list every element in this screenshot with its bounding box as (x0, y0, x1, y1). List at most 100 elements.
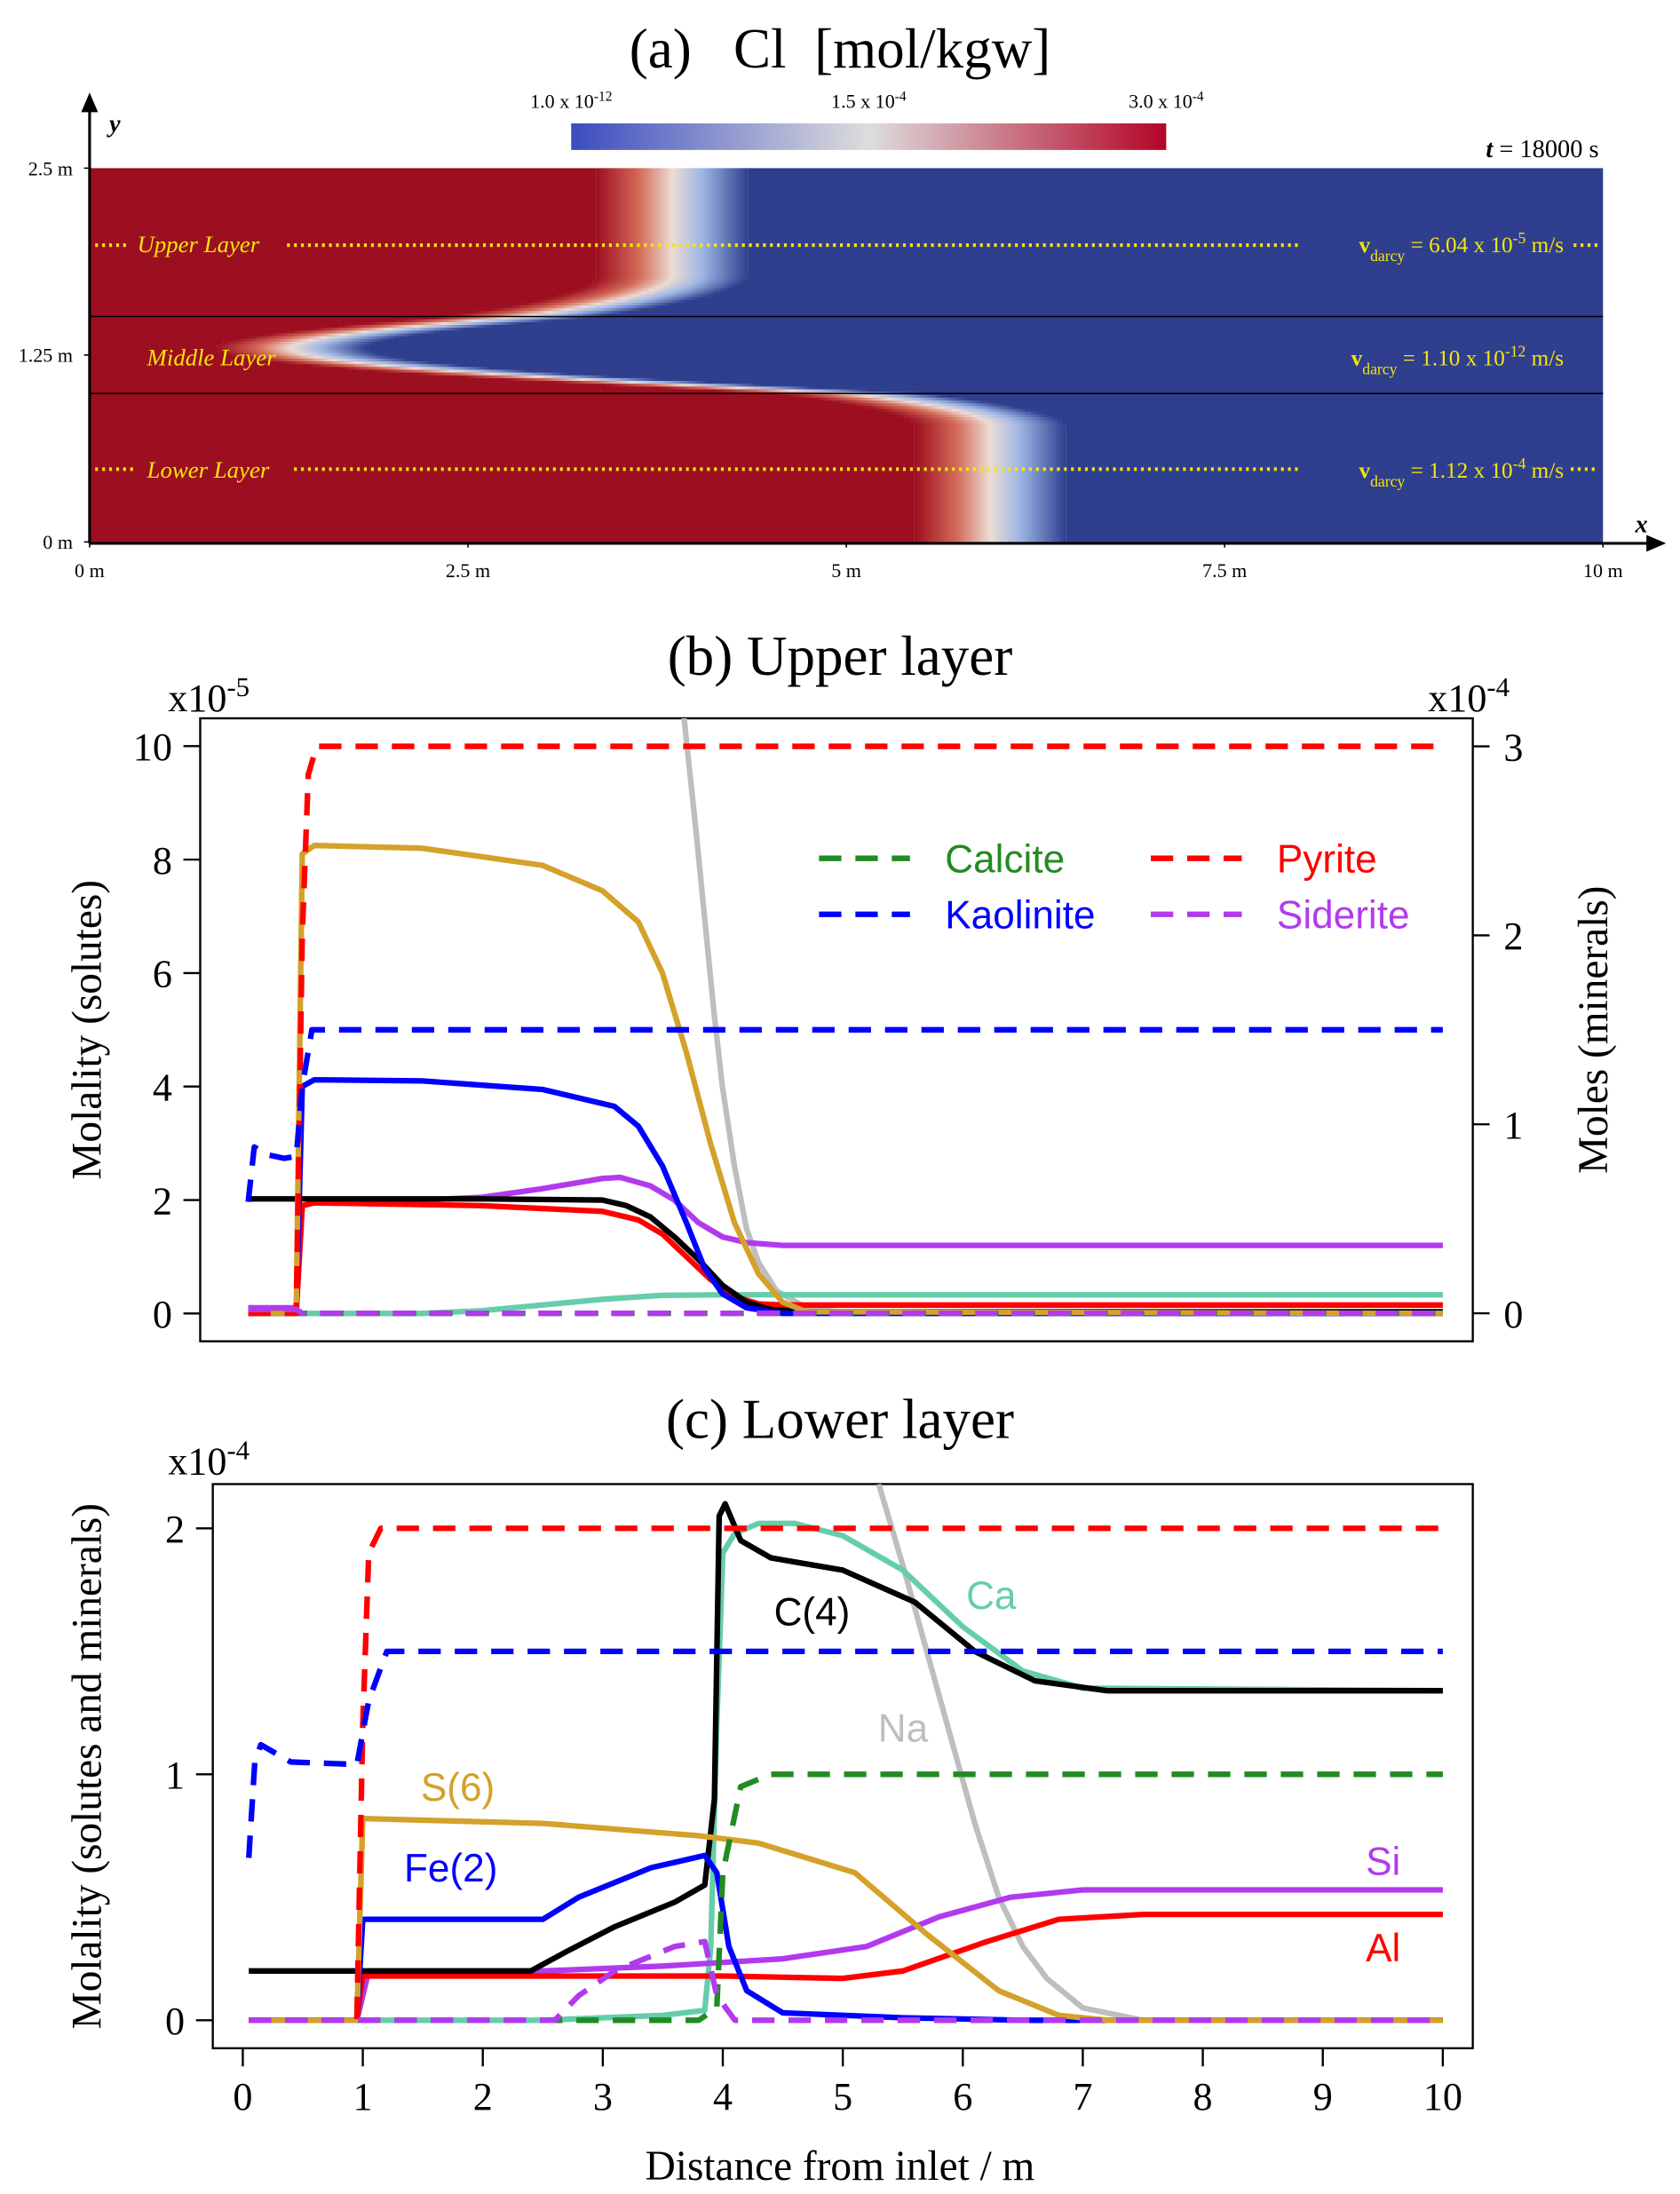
x-tick-label: 5 (833, 2075, 852, 2119)
heat-cell (89, 487, 915, 491)
heat-cell (89, 397, 815, 401)
heat-cell (914, 464, 1066, 469)
y-multiplier-part: x10 (168, 677, 226, 720)
heat-cell (1066, 470, 1604, 474)
heat-cell (1061, 420, 1604, 424)
heat-cell (743, 280, 1604, 284)
heat-cell (439, 330, 1604, 334)
heat-cell (89, 375, 461, 379)
series-label: S(6) (421, 1766, 495, 1810)
y2-tick-label: 2 (1503, 915, 1523, 958)
heat-cell (748, 185, 1604, 188)
heat-cell (89, 238, 597, 242)
heat-cell (368, 345, 1604, 348)
mineral-line (245, 1026, 1443, 1202)
velocity-label-part: -5 (1513, 229, 1526, 247)
heat-cell (519, 321, 1604, 326)
heat-cell (748, 215, 1604, 219)
heat-cell (596, 182, 749, 186)
heat-cell (89, 501, 915, 505)
colorbar-tick-label-part: -4 (1193, 89, 1204, 104)
heat-cell (748, 243, 1604, 248)
heat-cell (1066, 454, 1604, 457)
heat-cell (596, 226, 749, 231)
y-multiplier-part: x10 (168, 1439, 226, 1483)
heat-cell (588, 282, 741, 287)
heat-cell (1065, 423, 1604, 426)
heat-cell (914, 459, 1066, 463)
heat-cell (740, 282, 1604, 287)
heat-cell (910, 420, 1062, 424)
heat-cell (89, 178, 597, 183)
heat-cell (89, 384, 608, 387)
heat-cell (89, 260, 597, 265)
heat-cell (914, 442, 1066, 447)
heat-cell (878, 408, 1030, 413)
heat-cell (748, 178, 1604, 183)
heat-cell (914, 476, 1066, 479)
heat-cell (914, 437, 1066, 440)
heat-cell (748, 221, 1604, 225)
colorbar-tick-label-part: 1.5 x 10 (831, 91, 895, 113)
heat-cell (945, 394, 1604, 399)
layer-label: Upper Layer (138, 231, 260, 257)
solute-line (876, 1484, 1443, 2024)
heat-cell (89, 347, 216, 351)
heat-cell (89, 218, 597, 222)
x-tick-label: 2.5 m (446, 559, 490, 582)
y-tick-label: 6 (153, 953, 172, 996)
heat-cell (233, 338, 385, 343)
heat-cell (748, 195, 1604, 200)
heat-cell (548, 297, 700, 301)
heat-cell (748, 235, 1604, 239)
heat-cell (417, 333, 1604, 337)
heat-cell (914, 479, 1066, 483)
heat-cell (89, 288, 576, 292)
heat-cell (89, 202, 597, 205)
heat-cell (1066, 467, 1604, 471)
velocity-label-part: m/s (1525, 234, 1564, 257)
heat-cell (89, 341, 224, 345)
heat-cell (89, 450, 915, 455)
heat-cell (914, 456, 1066, 460)
heat-cell (914, 431, 1066, 435)
heat-cell (556, 381, 709, 384)
heat-cell (367, 347, 1604, 351)
heat-cell (89, 319, 399, 323)
heat-cell (596, 204, 749, 209)
heat-cell (914, 493, 1066, 496)
heat-cell (914, 520, 1066, 525)
time-label-part: = 18000 s (1493, 136, 1598, 163)
mineral-line (248, 1306, 1443, 1317)
heat-cell (748, 202, 1604, 205)
heat-cell (89, 537, 915, 542)
velocity-label-part: = 6.04 x 10 (1405, 234, 1512, 257)
heat-cell (89, 193, 597, 197)
heat-cell (89, 425, 915, 430)
heat-cell (1066, 484, 1604, 488)
y-tick-label: 1.25 m (19, 345, 73, 367)
heat-cell (1066, 448, 1604, 452)
heat-cell (217, 345, 368, 348)
heat-cell (748, 272, 1604, 275)
heat-cell (89, 285, 583, 289)
y2-multiplier-part: x10 (1428, 677, 1486, 720)
heatmap (89, 168, 1604, 544)
heat-cell (89, 417, 906, 421)
heat-cell (1066, 425, 1604, 430)
colorbar-tick-label-part: 3.0 x 10 (1129, 91, 1193, 113)
heat-cell (1066, 506, 1604, 511)
velocity-label-part: -4 (1513, 455, 1526, 472)
heat-cell (1066, 464, 1604, 469)
heat-cell (89, 274, 597, 278)
heat-cell (1066, 535, 1604, 539)
x-axis-label: x (1635, 511, 1648, 538)
y-tick-label: 4 (153, 1065, 172, 1109)
heat-cell (1066, 476, 1604, 479)
heat-cell (1066, 440, 1604, 443)
heat-cell (89, 235, 597, 239)
heat-cell (89, 510, 915, 513)
heat-cell (596, 265, 749, 270)
heat-cell (914, 498, 1066, 503)
